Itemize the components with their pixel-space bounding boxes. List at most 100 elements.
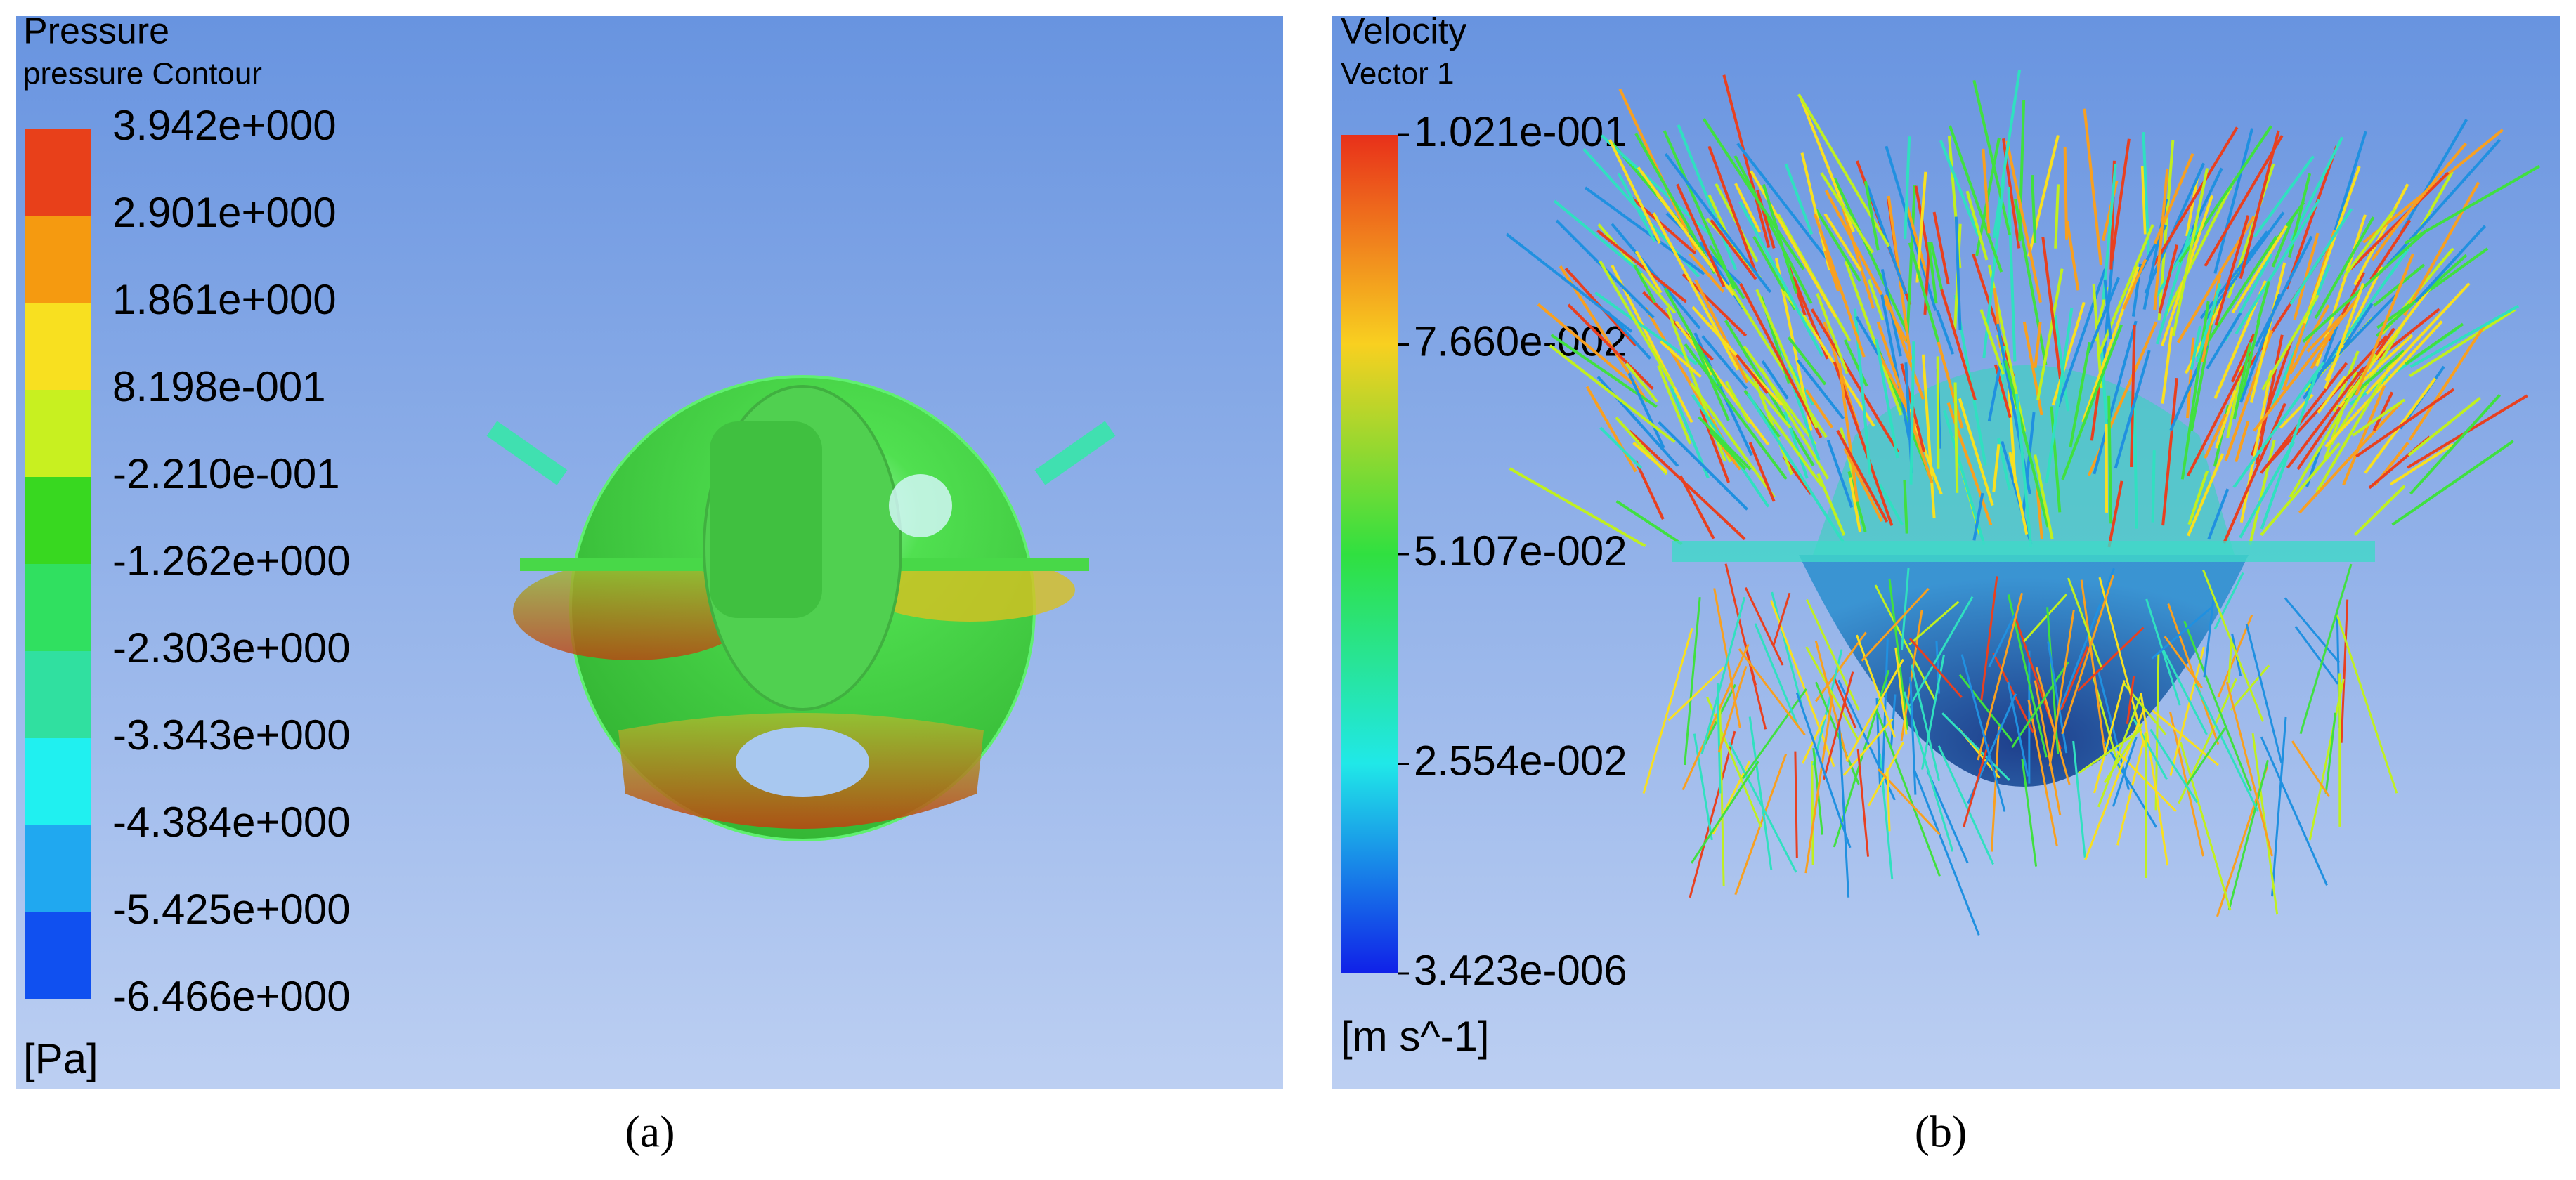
vector-glyph — [1689, 382, 1776, 499]
legend-label: -4.384e+000 — [112, 799, 351, 846]
vector-glyph — [1679, 475, 1715, 539]
vector-glyph — [2324, 712, 2337, 794]
vector-glyph — [2080, 579, 2107, 755]
vector-glyph — [2107, 395, 2113, 524]
vector-glyph — [2408, 324, 2486, 441]
vector-glyph — [2255, 334, 2284, 465]
vector-glyph — [2112, 737, 2138, 807]
vector-glyph — [1992, 444, 2001, 492]
vector-glyph — [2072, 740, 2086, 858]
vector-glyph — [1856, 749, 1870, 857]
vector-glyph — [2093, 320, 2138, 475]
legend-label: 2.554e-002 — [1414, 737, 1627, 784]
vector-glyph — [2239, 369, 2272, 523]
vector-glyph — [2314, 216, 2375, 320]
vector-glyph — [1772, 592, 1791, 645]
vector-glyph — [1867, 741, 1905, 807]
vector-glyph — [1855, 315, 1881, 358]
vector-glyph — [1762, 184, 1798, 294]
vector-glyph — [1567, 303, 1654, 391]
vector-glyph — [2021, 412, 2036, 519]
vector-glyph — [2294, 625, 2339, 685]
vector-glyph — [2223, 402, 2286, 544]
vector-glyph — [2133, 398, 2138, 529]
color-band — [25, 738, 91, 825]
vector-glyph — [2232, 361, 2325, 489]
vector-glyph — [1754, 623, 1800, 727]
vector-glyph — [2035, 667, 2071, 785]
color-bar — [1341, 135, 1398, 973]
vector-glyph — [2352, 398, 2406, 437]
vector-glyph — [2239, 294, 2282, 403]
vector-glyph — [2343, 207, 2397, 277]
vector-glyph — [1677, 124, 1738, 270]
vector-glyph — [2308, 678, 2345, 841]
vector-glyph — [2061, 575, 2114, 735]
vector-glyph — [2227, 639, 2233, 683]
vector-glyph — [2306, 314, 2344, 353]
vector-glyph — [2355, 388, 2455, 458]
vector-glyph — [2048, 610, 2075, 767]
vector-glyph — [1927, 242, 1938, 304]
vector-glyph — [1716, 683, 1722, 794]
vector-glyph — [1875, 707, 1941, 877]
vector-glyph — [2256, 280, 2270, 324]
vector-glyph — [2178, 125, 2273, 263]
vector-glyph — [2260, 736, 2328, 886]
vector-glyph — [2153, 168, 2169, 310]
legend-label: 1.021e-001 — [1414, 108, 1627, 155]
vector-glyph — [2251, 733, 2279, 915]
vector-glyph — [2271, 218, 2294, 268]
vector-glyph — [1584, 186, 1705, 275]
vector-glyph — [1734, 183, 1762, 233]
vector-glyph — [2284, 597, 2341, 664]
vector-glyph — [2162, 649, 2208, 735]
vector-glyph — [2340, 599, 2349, 743]
vector-glyph — [2355, 253, 2415, 396]
vector-glyph — [1997, 438, 2011, 490]
vector-glyph — [1748, 716, 1773, 870]
vector-glyph — [2249, 262, 2286, 403]
vector-glyph — [2285, 145, 2338, 290]
vector-glyph — [2235, 199, 2321, 335]
vector-glyph — [2187, 453, 2225, 537]
vector-glyph — [2172, 167, 2209, 336]
vector-glyph — [2050, 406, 2062, 513]
vector-glyph — [1702, 118, 1805, 270]
vector-glyph — [1977, 592, 2024, 761]
vector-glyph — [2254, 235, 2313, 348]
vector-glyph — [2185, 337, 2195, 419]
vector-glyph — [1965, 190, 1989, 261]
vector-glyph — [2067, 577, 2104, 671]
vector-glyph — [1816, 473, 1846, 537]
vector-glyph — [1725, 381, 1751, 424]
vector-glyph — [2063, 147, 2069, 240]
vector-glyph — [2245, 624, 2283, 764]
vector-glyph — [1596, 229, 1687, 303]
vector-glyph — [2213, 128, 2254, 274]
vector-glyph — [1615, 500, 1683, 546]
vector-glyph — [2077, 728, 2142, 775]
vector-glyph — [1908, 242, 1940, 343]
vector-glyph — [1708, 245, 1745, 299]
vector-glyph — [1750, 170, 1837, 319]
vector-glyph — [1719, 703, 1725, 886]
vector-glyph — [2409, 308, 2516, 378]
vector-glyph — [1804, 695, 1834, 874]
vector-glyph — [2324, 320, 2443, 448]
vector-glyph — [1909, 341, 1915, 485]
vector-glyph — [2090, 386, 2101, 441]
vector-glyph — [2004, 360, 2050, 528]
unit-label: [Pa] — [23, 1035, 98, 1082]
vector-glyph — [1642, 627, 1693, 794]
vector-glyph — [2180, 301, 2210, 480]
vector-glyph — [1674, 320, 1770, 446]
vector-glyph — [2081, 266, 2140, 423]
vector-glyph — [1811, 761, 1814, 865]
vector-glyph — [1849, 477, 1862, 532]
vector-glyph — [2225, 681, 2273, 857]
legend-label: 3.942e+000 — [112, 102, 337, 149]
vector-glyph — [2105, 424, 2109, 513]
vector-glyph — [1833, 177, 1909, 334]
vector-glyph — [1670, 386, 1710, 479]
